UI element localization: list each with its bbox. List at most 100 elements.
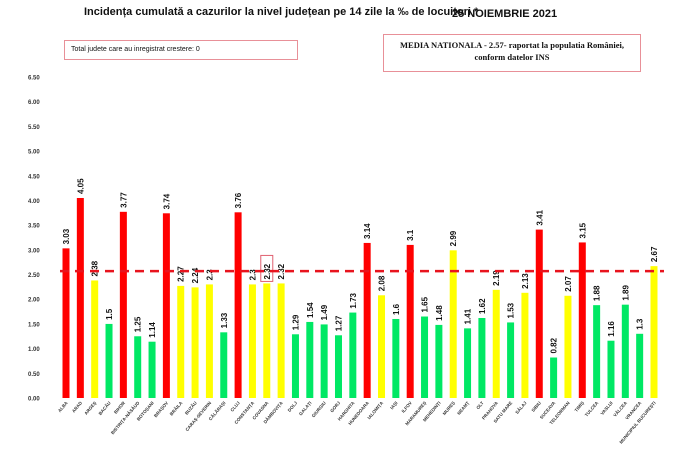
value-label: 2.99	[449, 230, 458, 246]
value-label: 1.27	[334, 315, 343, 331]
bar-bihor	[119, 211, 127, 398]
value-label: 1.62	[478, 298, 487, 314]
value-label: 4.05	[76, 178, 85, 194]
highlight-box	[260, 254, 274, 282]
category-label: DOLJ	[287, 400, 299, 413]
bar-caraș-severin	[205, 284, 213, 398]
category-label: CLUJ	[229, 400, 241, 413]
y-tick-label: 2.50	[28, 273, 40, 279]
bar-gorj	[334, 335, 342, 398]
category-label: BRAȘOV	[153, 400, 170, 419]
bar-maramureș	[421, 316, 429, 398]
national-average-box: MEDIA NATIONALA - 2.57- raportat la popu…	[383, 34, 641, 72]
y-tick-label: 0.00	[28, 397, 40, 403]
value-label: 2.19	[492, 270, 501, 286]
value-label: 3.14	[363, 223, 372, 239]
bar-iași	[392, 318, 400, 398]
value-label: 1.48	[435, 305, 444, 321]
bar-mehedinți	[435, 324, 443, 398]
chart-title: Incidența cumulată a cazurilor la nivel …	[84, 6, 479, 18]
bar-harghita	[349, 312, 357, 398]
value-label: 3.74	[162, 193, 171, 209]
increase-count-box: Total judete care au inregistrat crester…	[64, 40, 298, 60]
value-label: 2.24	[191, 267, 200, 283]
bar-argeș	[91, 280, 99, 398]
value-label: 3.76	[234, 192, 243, 208]
value-label: 1.25	[134, 316, 143, 332]
value-label: 1.3	[636, 318, 645, 330]
value-label: 1.73	[349, 292, 358, 308]
category-label: TIMIȘ	[574, 400, 586, 413]
national-average-line1: MEDIA NATIONALA - 2.57- raportat la popu…	[400, 40, 624, 50]
value-label: 1.14	[148, 322, 157, 338]
value-label: 2.3	[248, 269, 257, 281]
value-label: 1.16	[607, 321, 616, 337]
value-label: 1.53	[507, 302, 516, 318]
y-tick-label: 1.00	[28, 347, 40, 353]
category-label: GORJ	[329, 400, 341, 413]
y-tick-label: 4.50	[28, 174, 40, 180]
bar-vâlcea	[621, 304, 629, 398]
y-tick-label: 2.00	[28, 298, 40, 304]
bar-covasna	[263, 283, 271, 398]
bar-constanța	[248, 284, 256, 398]
category-label: ILFOV	[401, 400, 413, 413]
y-tick-label: 5.50	[28, 125, 40, 131]
bar-neamț	[464, 328, 472, 398]
category-label: GIURGIU	[311, 400, 327, 418]
value-label: 1.6	[392, 303, 401, 315]
bar-călărași	[220, 332, 228, 398]
value-label: 0.82	[550, 337, 559, 353]
category-label: SIBIU	[530, 400, 542, 412]
value-label: 1.88	[593, 285, 602, 301]
value-label: 1.41	[464, 308, 473, 324]
y-tick-label: 0.50	[28, 372, 40, 378]
category-label: IALOMIȚA	[366, 400, 384, 420]
bar-giurgiu	[320, 324, 328, 398]
y-tick-label: 5.00	[28, 150, 40, 156]
bar-olt	[478, 317, 486, 398]
value-label: 3.1	[406, 229, 415, 241]
value-label: 1.29	[291, 314, 300, 330]
y-tick-label: 4.00	[28, 199, 40, 205]
bar-ilfov	[406, 244, 414, 398]
value-label: 2.13	[521, 273, 530, 289]
bar-arad	[76, 197, 84, 398]
bar-tulcea	[593, 305, 601, 398]
bar-bacău	[105, 323, 113, 398]
y-tick-label: 3.50	[28, 224, 40, 230]
category-label: BUZĂU	[183, 400, 198, 416]
value-label: 3.15	[578, 222, 587, 238]
value-label: 2.27	[177, 266, 186, 282]
bar-prahova	[492, 289, 500, 398]
y-tick-label: 6.50	[28, 76, 40, 82]
bar-bistrița-năsăud	[134, 336, 142, 398]
value-label: 2.67	[650, 246, 659, 262]
category-label: TULCEA	[584, 400, 600, 418]
category-label: ALBA	[57, 400, 69, 413]
category-label: VASLUI	[600, 400, 614, 416]
y-tick-label: 3.00	[28, 248, 40, 254]
y-tick-label: 6.00	[28, 100, 40, 106]
category-label: OLT	[475, 400, 485, 410]
category-label: ARAD	[71, 400, 84, 414]
value-label: 1.49	[320, 304, 329, 320]
category-label: ARGEȘ	[83, 400, 98, 416]
value-label: 1.65	[421, 296, 430, 312]
bar-brăila	[177, 285, 185, 398]
category-label: BIHOR	[113, 400, 127, 415]
value-label: 1.5	[105, 308, 114, 320]
bar-dâmbovița	[277, 283, 285, 398]
bar-cluj	[234, 212, 242, 398]
value-label: 2.38	[91, 260, 100, 276]
increase-count-text: Total judete care au inregistrat crester…	[71, 46, 200, 53]
y-tick-label: 1.50	[28, 322, 40, 328]
bar-teleorman	[564, 295, 572, 398]
value-label: 2.3	[205, 269, 214, 281]
bar-vaslui	[607, 340, 615, 398]
value-label: 3.41	[535, 209, 544, 225]
bar-dolj	[291, 334, 299, 398]
category-label: BRĂILA	[168, 399, 184, 416]
bar-satu-mare	[507, 322, 515, 398]
